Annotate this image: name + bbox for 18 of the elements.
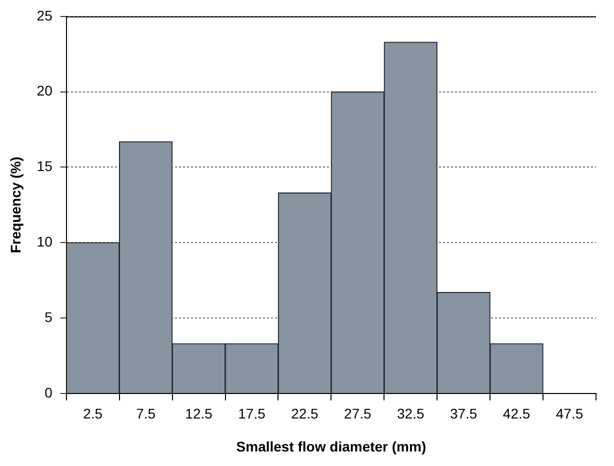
y-tick-label: 5 <box>44 308 53 325</box>
y-tick-label: 20 <box>36 82 53 99</box>
y-tick-label: 25 <box>36 7 53 24</box>
y-axis-title: Frequency (%) <box>7 156 24 254</box>
x-tick-label: 37.5 <box>450 406 478 422</box>
x-tick-label: 27.5 <box>344 406 372 422</box>
x-tick-label: 2.5 <box>83 406 103 422</box>
x-tick-label: 7.5 <box>136 406 156 422</box>
x-tick-label: 47.5 <box>556 406 584 422</box>
x-tick-label: 17.5 <box>238 406 266 422</box>
x-tick-label: 32.5 <box>397 406 424 422</box>
x-axis-title: Smallest flow diameter (mm) <box>236 438 426 454</box>
y-tick-label: 15 <box>36 158 53 174</box>
y-tick-label: 10 <box>36 233 53 250</box>
x-tick-label: 42.5 <box>502 406 530 422</box>
x-tick-label: 22.5 <box>291 406 319 422</box>
y-tick-label: 0 <box>44 384 53 400</box>
x-tick-label: 12.5 <box>185 406 213 422</box>
